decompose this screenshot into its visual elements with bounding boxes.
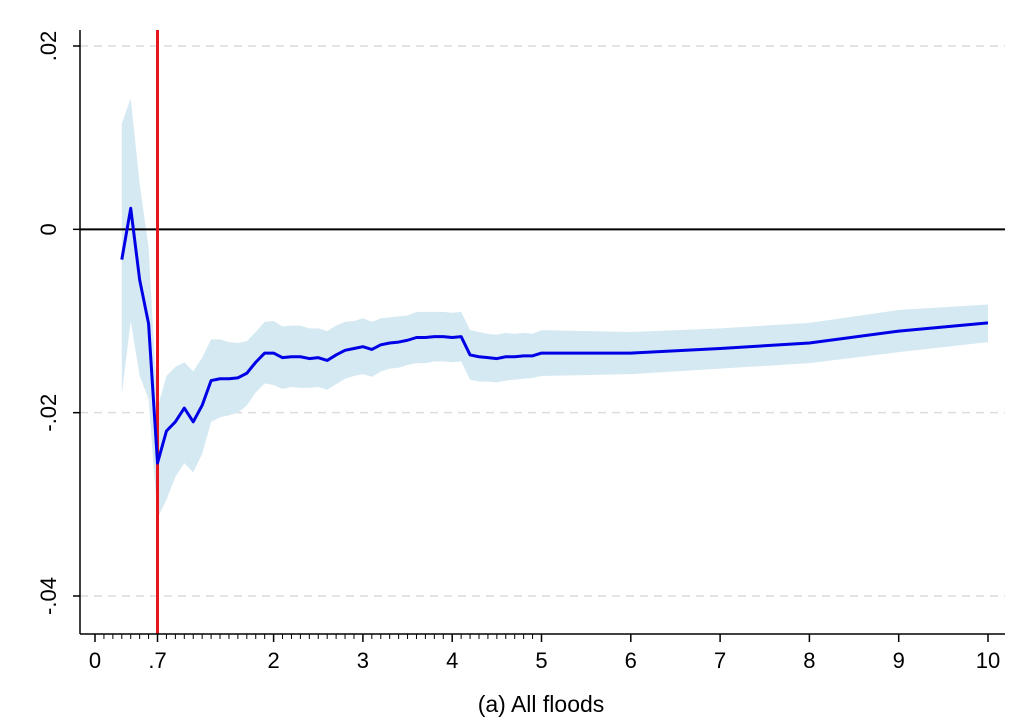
confidence-band-layer	[121, 98, 989, 519]
y-tick-label: -.04	[36, 577, 61, 615]
series-line	[120, 206, 989, 465]
x-tick-label: 2	[267, 648, 279, 673]
confidence-band	[121, 98, 989, 519]
x-tick-label: 4	[446, 648, 458, 673]
x-tick-label: 9	[893, 648, 905, 673]
x-tick-label: 5	[535, 648, 547, 673]
x-tick-label: 10	[976, 648, 1000, 673]
x-axis-title: (a) All floods	[478, 691, 605, 717]
axes: .02 0 -.02 -.04 0 .7 2 3 4 5 6 7 8 9 10	[36, 30, 1005, 673]
y-tick-label: 0	[36, 223, 61, 235]
x-tick-label: 8	[803, 648, 815, 673]
x-tick-label: 0	[89, 648, 101, 673]
series-layer	[120, 206, 989, 465]
reference-lines	[80, 30, 1005, 634]
y-tick-label: .02	[36, 31, 61, 62]
x-threshold-tick-label: .7	[148, 648, 166, 673]
x-tick-label: 3	[357, 648, 369, 673]
x-tick-label: 6	[625, 648, 637, 673]
y-tick-label: -.02	[36, 394, 61, 432]
x-tick-label: 7	[714, 648, 726, 673]
